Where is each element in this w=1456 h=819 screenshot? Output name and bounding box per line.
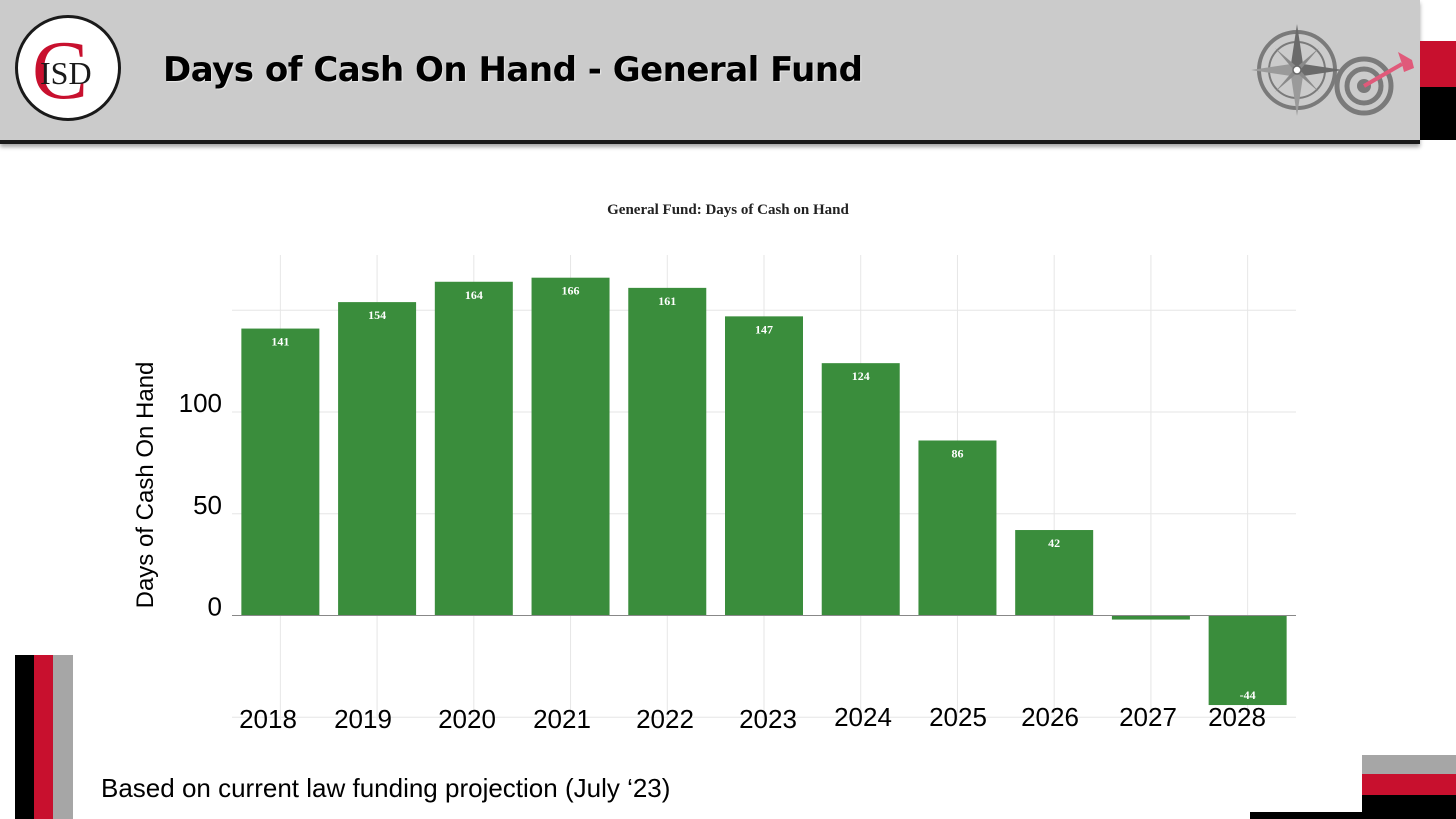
x-tick-label-2020: 2020 — [438, 704, 496, 734]
data-label-2024: 124 — [852, 369, 870, 383]
logo-letter: C — [32, 24, 88, 117]
data-label-2022: 161 — [658, 294, 676, 308]
chart-title: General Fund: Days of Cash on Hand — [607, 202, 849, 218]
bar-2024 — [821, 363, 900, 616]
data-label-2023: 147 — [755, 322, 773, 336]
x-tick-label-2025: 2025 — [929, 702, 987, 732]
data-label-2019: 154 — [368, 308, 386, 322]
header-bar: C ISD Days of Cash On Hand - General Fun… — [0, 0, 1420, 144]
bar-2025 — [918, 440, 997, 616]
data-label-2020: 164 — [465, 288, 483, 302]
x-tick-label-2019: 2019 — [334, 704, 392, 734]
y-axis-label: Days of Cash On Hand — [132, 362, 159, 609]
target-icon — [1334, 52, 1414, 116]
data-label-2026: 42 — [1048, 536, 1060, 550]
decorative-block-red — [1362, 774, 1456, 795]
decorative-block-black — [1362, 795, 1456, 819]
page-title: Days of Cash On Hand - General Fund — [163, 50, 863, 90]
district-logo: C ISD — [15, 15, 121, 121]
footnote: Based on current law funding projection … — [101, 773, 671, 803]
data-label-2028: -44 — [1240, 688, 1256, 702]
x-tick-label-2026: 2026 — [1021, 702, 1079, 732]
bar-2021 — [531, 277, 610, 616]
corner-accent-red — [1420, 41, 1456, 87]
x-tick-label-2023: 2023 — [739, 704, 797, 734]
bar-2019 — [338, 302, 417, 616]
x-tick-label-2028: 2028 — [1208, 702, 1266, 732]
y-tick-label: 0 — [208, 592, 222, 622]
bar-2018 — [241, 328, 320, 616]
bar-2028 — [1208, 615, 1287, 706]
y-tick-label: 100 — [179, 388, 222, 418]
corner-accent-black — [1420, 87, 1456, 140]
days-of-cash-chart: General Fund: Days of Cash on Hand Days o… — [132, 202, 1296, 734]
compass-icon — [1251, 24, 1343, 116]
x-tick-label-2027: 2027 — [1119, 702, 1177, 732]
data-label-2025: 86 — [951, 446, 963, 460]
x-tick-label-2018: 2018 — [239, 704, 297, 734]
x-tick-label-2021: 2021 — [533, 704, 591, 734]
decorative-block-gray — [1362, 755, 1456, 774]
logo-text: ISD — [40, 55, 92, 91]
x-tick-label-2022: 2022 — [636, 704, 694, 734]
data-label-2021: 166 — [562, 284, 580, 298]
y-tick-label: 50 — [193, 490, 222, 520]
bar-2022 — [628, 287, 707, 616]
bar-2026 — [1015, 530, 1094, 616]
x-tick-label-2024: 2024 — [834, 702, 892, 732]
bar-2023 — [725, 316, 803, 616]
bar-2020 — [434, 281, 513, 616]
decorative-line-bottom — [1250, 812, 1362, 819]
bar-2027 — [1111, 615, 1190, 620]
data-label-2018: 141 — [271, 335, 289, 349]
